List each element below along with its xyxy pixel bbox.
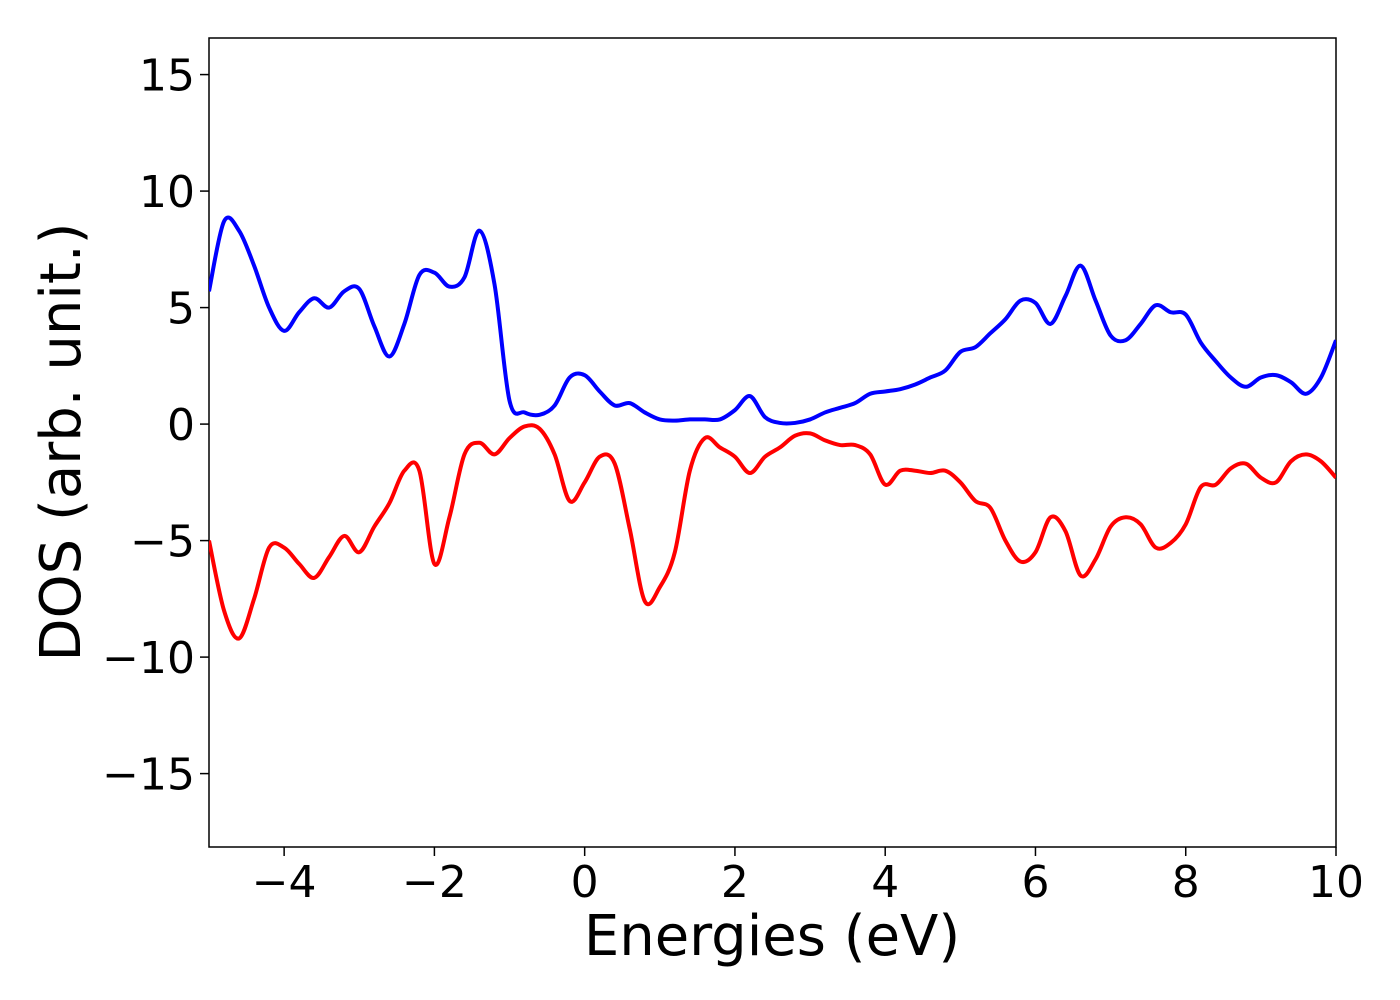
y-tick-label: −15 (102, 750, 195, 801)
x-tick-label: 10 (1308, 857, 1364, 908)
x-tick-label: 2 (721, 857, 749, 908)
y-tick-label: −10 (102, 633, 195, 684)
dos-line (209, 423, 1336, 641)
x-tick-label: −4 (252, 857, 317, 908)
x-tick-label: 8 (1172, 857, 1200, 908)
x-tick-label: 4 (871, 857, 899, 908)
dos-line (209, 215, 1336, 426)
x-axis-label: Energies (eV) (584, 904, 960, 969)
plot-area (209, 215, 1336, 641)
y-axis-label: DOS (arb. unit.) (29, 222, 94, 661)
y-tick-label: 15 (139, 51, 195, 102)
x-tick-label: 0 (571, 857, 599, 908)
x-tick-label: −2 (402, 857, 467, 908)
plot-frame (208, 37, 1337, 848)
y-tick-label: 0 (167, 400, 195, 451)
x-tick-label: 6 (1021, 857, 1049, 908)
y-tick-label: 5 (167, 284, 195, 335)
y-tick-label: 10 (139, 167, 195, 218)
y-tick-label: −5 (130, 517, 195, 568)
